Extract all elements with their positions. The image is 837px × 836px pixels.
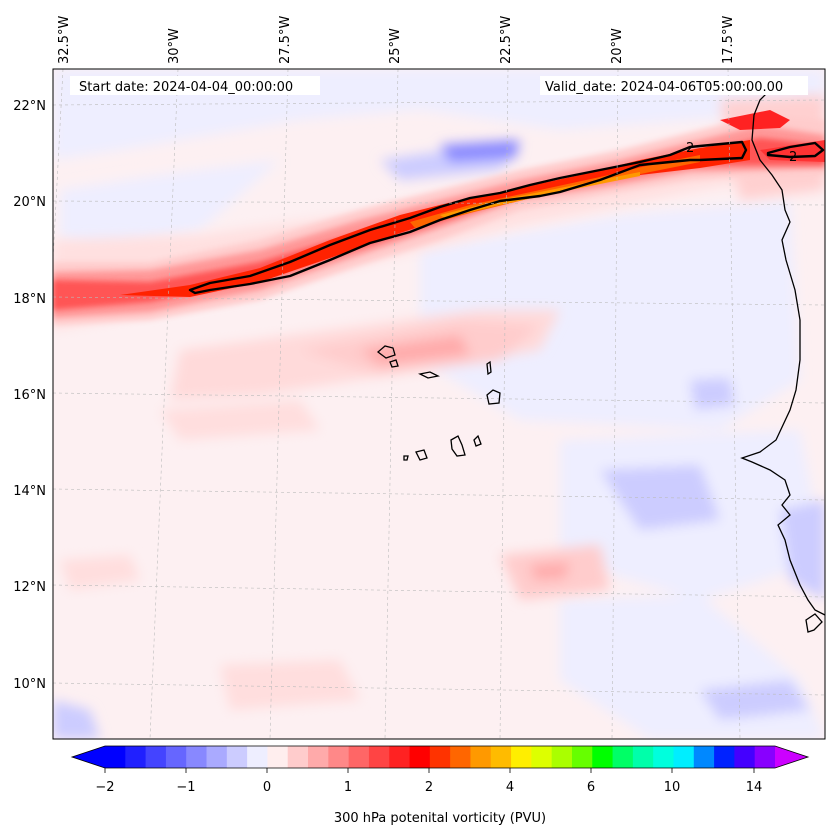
colorbar-segment <box>328 746 350 768</box>
colorbar-segment <box>714 746 735 768</box>
colorbar-under-arrow <box>72 746 105 768</box>
island <box>450 435 466 457</box>
longitude-labels: 32.5°W 30°W 27.5°W 25°W 22.5°W 20°W 17.5… <box>57 16 736 64</box>
island <box>403 455 409 461</box>
colorbar-segment <box>308 746 329 768</box>
colorbar-segment <box>450 746 471 768</box>
colorbar: −2 −1 0 1 2 4 6 10 14 300 hPa potenital vorticit… <box>70 745 810 826</box>
colorbar-segment <box>267 746 289 768</box>
colorbar-segment <box>592 746 614 768</box>
lon-label: 30°W <box>167 28 182 64</box>
start-date-box <box>70 76 320 95</box>
lon-label: 20°W <box>610 28 625 64</box>
colorbar-tick-label: 10 <box>664 780 681 795</box>
colorbar-segment <box>734 746 756 768</box>
lon-label: 25°W <box>388 28 403 64</box>
island <box>473 434 482 447</box>
island <box>389 359 399 368</box>
colorbar-tick-label: 1 <box>344 780 352 795</box>
colorbar-segment <box>186 746 208 768</box>
map-panel: 2 2 <box>53 69 825 739</box>
pv-2-contour <box>188 140 825 295</box>
colorbar-ticks: −2 −1 0 1 2 4 6 10 14 <box>95 768 762 795</box>
colorbar-segment <box>165 746 187 768</box>
colorbar-over-arrow <box>775 746 808 768</box>
map-frame <box>52 68 826 740</box>
colorbar-segment <box>368 746 390 768</box>
contour-label-left: 2 <box>686 141 694 156</box>
colorbar-segment <box>693 746 715 768</box>
colorbar-tick-label: −1 <box>176 780 195 795</box>
start-date-text: Start date: 2024-04-04_00:00:00 <box>79 80 293 95</box>
lat-label: 18°N <box>13 292 46 307</box>
colorbar-segment <box>247 746 268 768</box>
lon-label: 32.5°W <box>57 16 72 64</box>
colorbar-segments <box>105 746 776 768</box>
colorbar-segment <box>571 746 593 768</box>
island <box>486 360 492 376</box>
lat-label: 22°N <box>13 99 46 114</box>
valid-date-text: Valid_date: 2024-04-06T05:00:00.00 <box>545 80 783 95</box>
lat-label: 14°N <box>13 484 46 499</box>
colorbar-segment <box>389 746 411 768</box>
colorbar-tick-label: 6 <box>587 780 595 795</box>
colorbar-segment <box>105 746 126 768</box>
colorbar-tick-label: 0 <box>263 780 271 795</box>
colorbar-segment <box>125 746 147 768</box>
colorbar-segment <box>653 746 674 768</box>
island <box>486 389 501 405</box>
gridlines <box>53 69 825 739</box>
colorbar-tick-label: 2 <box>425 780 433 795</box>
island <box>805 613 823 633</box>
contour-label-right: 2 <box>789 150 797 165</box>
colorbar-segment <box>206 746 228 768</box>
colorbar-segment <box>287 746 309 768</box>
colorbar-segment <box>409 746 431 768</box>
colorbar-segment <box>754 746 776 768</box>
island <box>415 449 428 461</box>
colorbar-segment <box>551 746 573 768</box>
colorbar-tick-label: 4 <box>506 780 514 795</box>
colorbar-segment <box>490 746 512 768</box>
africa-coastline <box>740 89 825 616</box>
colorbar-segment <box>673 746 695 768</box>
lon-label: 17.5°W <box>721 16 736 64</box>
colorbar-segment <box>632 746 654 768</box>
lon-label: 22.5°W <box>499 16 514 64</box>
lat-label: 10°N <box>13 677 46 692</box>
colorbar-segment <box>470 746 492 768</box>
colorbar-tick-label: 14 <box>746 780 763 795</box>
colorbar-segment <box>348 746 370 768</box>
lat-label: 16°N <box>13 388 46 403</box>
colorbar-segment <box>511 746 532 768</box>
lat-label: 20°N <box>13 195 46 210</box>
latitude-labels: 22°N 20°N 18°N 16°N 14°N 12°N 10°N <box>13 99 46 692</box>
valid-date-box <box>540 76 808 95</box>
lon-label: 27.5°W <box>278 16 293 64</box>
colorbar-segment <box>612 746 634 768</box>
colorbar-segment <box>226 746 248 768</box>
island <box>376 345 396 359</box>
coastlines <box>376 89 825 633</box>
colorbar-segment <box>429 746 451 768</box>
colorbar-segment <box>531 746 553 768</box>
colorbar-tick-label: −2 <box>95 780 114 795</box>
colorbar-title: 300 hPa potenital vorticity (PVU) <box>334 811 546 826</box>
lat-label: 12°N <box>13 580 46 595</box>
island <box>418 371 440 379</box>
colorbar-segment <box>145 746 167 768</box>
